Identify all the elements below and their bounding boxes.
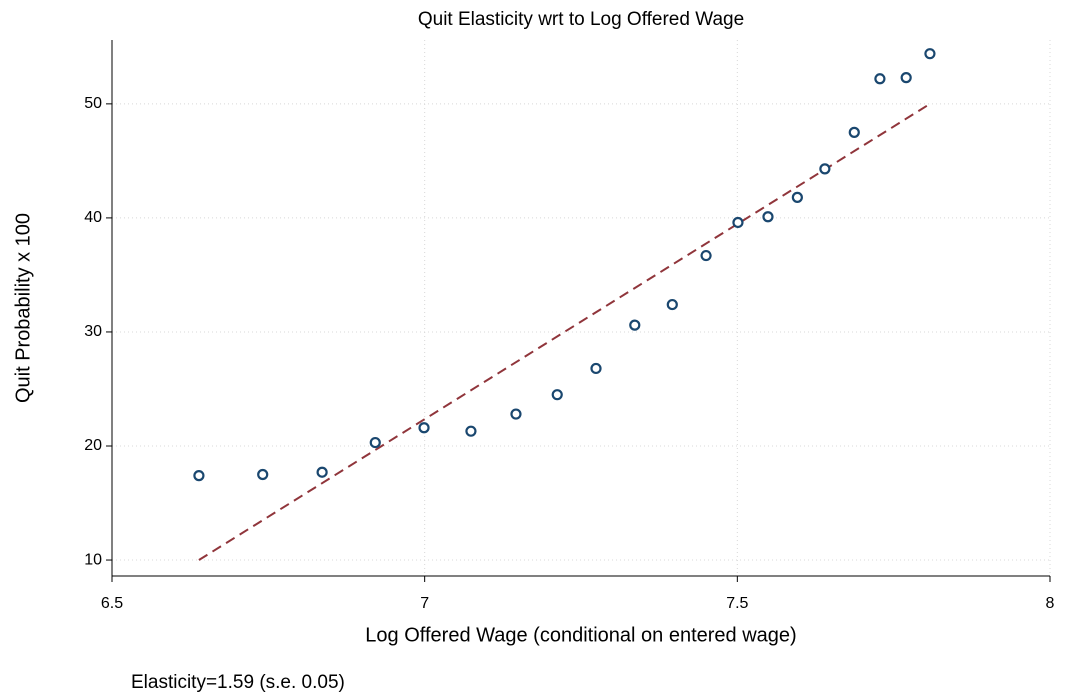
point xyxy=(418,422,430,434)
y-tick-label: 30 xyxy=(84,323,102,340)
point xyxy=(510,408,522,420)
point xyxy=(848,126,860,138)
chart-title: Quit Elasticity wrt to Log Offered Wage xyxy=(418,9,744,30)
y-tick-label: 20 xyxy=(84,437,102,454)
y-tick-label: 10 xyxy=(84,551,102,568)
point xyxy=(791,191,803,203)
y-axis-label: Quit Probability x 100 xyxy=(12,213,34,403)
x-tick-label: 7 xyxy=(420,595,429,612)
x-tick-label: 8 xyxy=(1046,595,1055,612)
point xyxy=(465,425,477,437)
point xyxy=(193,470,205,482)
point xyxy=(874,73,886,85)
y-tick-label: 50 xyxy=(84,95,102,112)
point xyxy=(551,389,563,401)
annotation: Elasticity=1.59 (s.e. 0.05) xyxy=(131,672,345,693)
point xyxy=(666,298,678,311)
x-axis-label: Log Offered Wage (conditional on entered… xyxy=(365,624,796,646)
point xyxy=(819,163,831,175)
y-tick-label: 40 xyxy=(84,209,102,226)
x-tick-label: 7.5 xyxy=(726,595,748,612)
point xyxy=(762,211,774,223)
point xyxy=(700,249,712,262)
point xyxy=(732,216,744,229)
x-tick-label: 6.5 xyxy=(101,595,123,612)
point xyxy=(316,466,328,478)
point xyxy=(369,436,381,449)
point xyxy=(924,48,936,60)
point xyxy=(629,319,641,331)
point xyxy=(900,72,912,84)
point xyxy=(590,362,602,375)
point xyxy=(257,468,269,481)
